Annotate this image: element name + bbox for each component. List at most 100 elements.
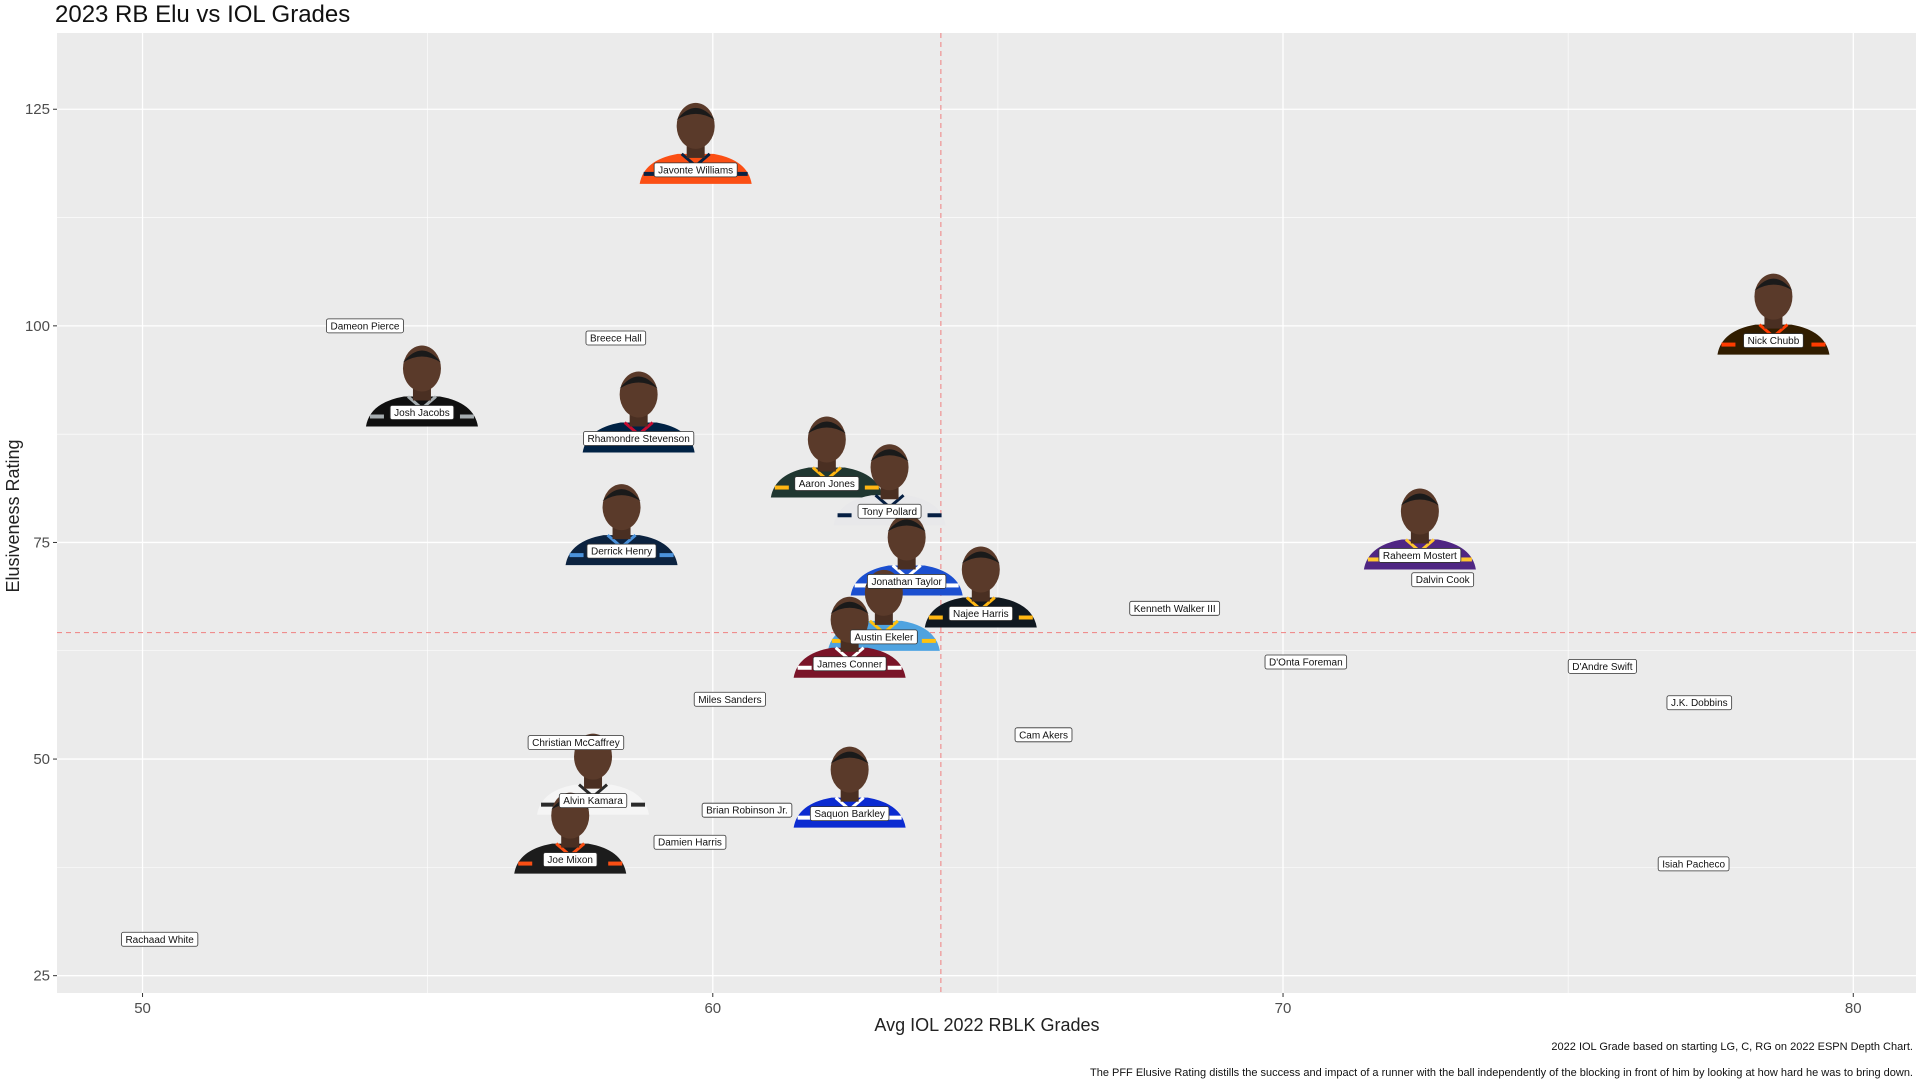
jersey-stripe — [797, 665, 812, 670]
hair-shape — [961, 551, 1000, 564]
x-tick-label: 80 — [1845, 1000, 1862, 1017]
label-box — [527, 735, 625, 751]
y-tick-label: 100 — [25, 318, 50, 335]
point-label-text: Josh Jacobs — [394, 408, 450, 419]
label-box — [1743, 333, 1804, 348]
point-label: James Conner — [812, 656, 887, 672]
hair-shape — [887, 519, 926, 532]
x-tick-label: 60 — [704, 1000, 721, 1017]
hair-shape — [830, 601, 869, 614]
point-label-text: Joe Mixon — [547, 855, 593, 866]
jersey-stripe — [608, 861, 623, 866]
caption-line-1: 2022 IOL Grade based on starting LG, C, … — [1551, 1041, 1913, 1053]
hair-shape — [1754, 278, 1793, 291]
point-label: Rhamondre Stevenson — [583, 431, 695, 446]
point-labels: Javonte Williams Dameon Pierce Breece Hall… — [121, 162, 1804, 947]
point-label: J.K. Dobbins — [1666, 695, 1733, 711]
point-label: D'Andre Swift — [1567, 658, 1637, 674]
jersey-stripe — [887, 815, 902, 820]
jersey-stripe — [797, 815, 812, 820]
point-label-text: Aaron Jones — [799, 479, 855, 490]
label-box — [1411, 572, 1475, 588]
jersey-stripe — [459, 414, 474, 419]
jersey-stripe — [921, 638, 936, 643]
point-label: Aaron Jones — [794, 476, 860, 491]
y-tick-label: 75 — [33, 534, 50, 551]
jersey-stripe — [774, 485, 789, 490]
label-box — [701, 802, 793, 818]
label-box — [653, 834, 727, 850]
point-label-text: Cam Akers — [1019, 730, 1068, 741]
point-label-text: Raheem Mostert — [1383, 551, 1457, 562]
point-label-text: Dameon Pierce — [330, 321, 399, 332]
label-box — [693, 691, 766, 707]
hair-shape — [830, 751, 869, 764]
point-label-text: Austin Ekeler — [854, 632, 914, 643]
point-label: Kenneth Walker III — [1129, 600, 1221, 616]
hair-shape — [870, 449, 909, 462]
jersey-stripe — [854, 583, 869, 588]
y-tick-label: 50 — [33, 751, 50, 768]
jersey-stripe — [518, 861, 533, 866]
point-label: Brian Robinson Jr. — [701, 802, 793, 818]
label-box — [558, 793, 628, 809]
label-box — [583, 431, 695, 446]
point-label-text: Damien Harris — [658, 838, 722, 849]
point-label: Najee Harris — [948, 606, 1013, 621]
jersey-stripe — [864, 485, 879, 490]
point-label-text: Rhamondre Stevenson — [588, 434, 690, 445]
jersey-stripe — [369, 414, 384, 419]
point-label-text: Christian McCaffrey — [532, 738, 620, 749]
label-box — [849, 629, 918, 645]
point-label-text: Brian Robinson Jr. — [706, 806, 788, 817]
point-label: Dalvin Cook — [1411, 572, 1475, 588]
point-label-text: D'Onta Foreman — [1269, 658, 1343, 669]
label-box — [121, 931, 199, 947]
label-box — [653, 162, 738, 178]
y-tick-label: 25 — [33, 968, 50, 985]
jersey-stripe — [887, 665, 902, 670]
jersey-stripe — [928, 615, 943, 620]
jersey-stripe — [927, 513, 942, 518]
point-label: Alvin Kamara — [558, 793, 628, 809]
point-label: Dameon Pierce — [326, 318, 404, 334]
label-box — [389, 405, 455, 420]
point-label: Saquon Barkley — [809, 806, 890, 822]
label-box — [1657, 856, 1730, 872]
label-box — [326, 318, 404, 334]
label-box — [857, 503, 922, 519]
point-label: D'Onta Foreman — [1264, 654, 1348, 670]
label-box — [1264, 654, 1348, 670]
hair-shape — [676, 107, 715, 120]
point-label-text: Alvin Kamara — [563, 796, 623, 807]
label-box — [543, 852, 598, 867]
jersey-stripe — [541, 802, 556, 807]
caption-line-2: The PFF Elusive Rating distills the succ… — [1090, 1067, 1913, 1079]
point-label-text: D'Andre Swift — [1572, 662, 1632, 673]
label-box — [1567, 658, 1637, 674]
point-label: Damien Harris — [653, 834, 727, 850]
point-label: Nick Chubb — [1743, 333, 1804, 348]
point-label: Josh Jacobs — [389, 405, 455, 420]
label-box — [1129, 600, 1221, 616]
jersey-stripe — [733, 171, 748, 176]
point-label: Cam Akers — [1014, 727, 1073, 743]
x-axis-ticks: 50 60 70 80 — [134, 993, 1862, 1017]
point-label: Breece Hall — [585, 330, 647, 346]
point-label: Christian McCaffrey — [527, 735, 625, 751]
point-label-text: Dalvin Cook — [1416, 575, 1471, 586]
hair-shape — [402, 350, 441, 363]
point-label: Austin Ekeler — [849, 629, 918, 645]
hair-shape — [619, 376, 658, 389]
point-label-text: Isiah Pacheco — [1662, 859, 1725, 870]
jersey-stripe — [1811, 342, 1826, 347]
point-label: Javonte Williams — [653, 162, 738, 178]
x-tick-label: 70 — [1275, 1000, 1292, 1017]
jersey-stripe — [643, 171, 658, 176]
jersey-stripe — [659, 553, 674, 558]
point-label-text: Javonte Williams — [658, 165, 733, 176]
y-tick-label: 125 — [25, 101, 50, 118]
point-label-text: Jonathan Taylor — [871, 577, 942, 588]
point-label-text: Tony Pollard — [862, 507, 917, 518]
